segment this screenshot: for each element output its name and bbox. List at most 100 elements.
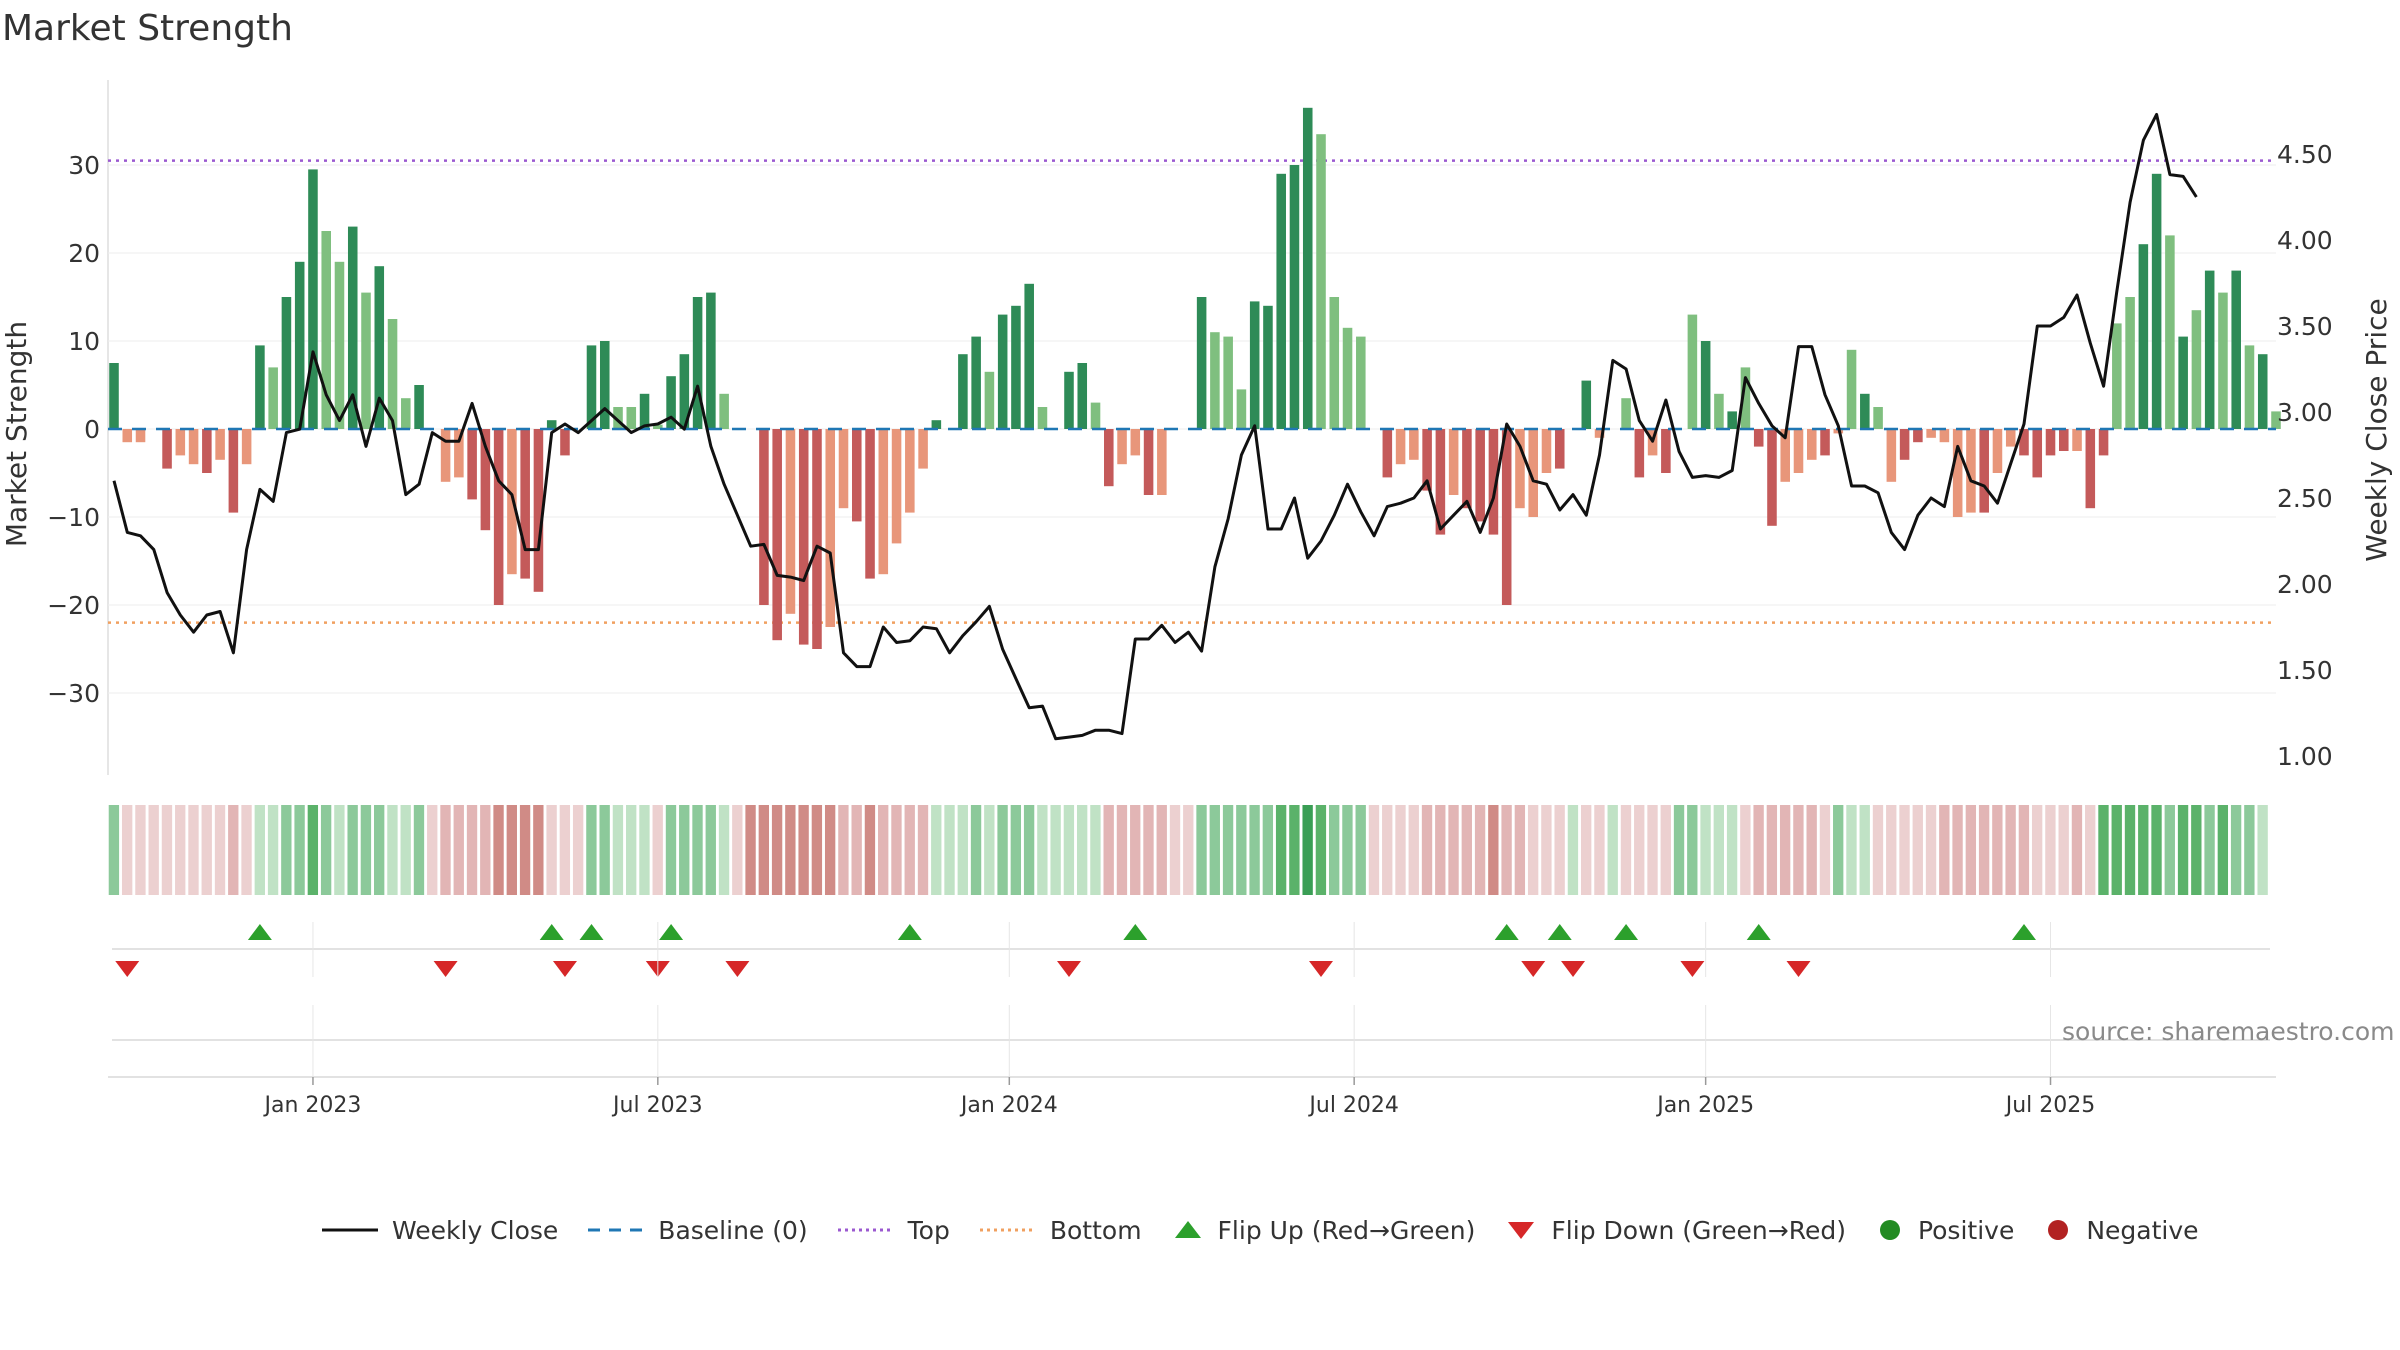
band-cell xyxy=(1554,805,1565,895)
y2-tick-label: 1.00 xyxy=(2277,742,2333,771)
band-cell xyxy=(626,805,637,895)
band-cell xyxy=(108,805,120,895)
band-cell xyxy=(1474,805,1486,895)
strength-bar xyxy=(1462,429,1472,509)
band-cell xyxy=(1090,805,1101,895)
flip-down-marker xyxy=(1680,961,1705,977)
strength-bar xyxy=(984,371,995,429)
strength-bar xyxy=(1820,429,1830,456)
strength-bar xyxy=(918,429,928,469)
strength-bar xyxy=(1024,283,1034,429)
strength-bar xyxy=(2125,297,2135,429)
legend-item-baseline: Baseline (0) xyxy=(586,1216,808,1245)
band-cell xyxy=(1355,805,1366,895)
band-cell xyxy=(1209,805,1220,895)
strength-bar xyxy=(2204,270,2215,429)
band-cell xyxy=(2005,805,2016,895)
flip-up-marker xyxy=(247,924,272,940)
weekly-close-polyline xyxy=(112,112,2198,741)
band-cell xyxy=(1673,805,1685,895)
band-cell xyxy=(1408,805,1419,895)
strength-bar xyxy=(891,429,902,544)
flip-down-marker xyxy=(552,961,577,977)
band-cell xyxy=(771,805,783,895)
strength-bar xyxy=(255,345,265,429)
band-cell xyxy=(1289,805,1300,895)
band-cell xyxy=(1687,805,1698,895)
band-cell xyxy=(1076,805,1088,895)
band-cell xyxy=(705,805,716,895)
band-cell xyxy=(1315,805,1327,895)
triangle-down-icon xyxy=(1508,1222,1535,1239)
band-cell xyxy=(838,805,849,895)
band-cell xyxy=(1660,805,1671,895)
y-tick-label: 10 xyxy=(68,327,100,356)
red-dot-icon xyxy=(2048,1220,2069,1240)
band-cell xyxy=(1010,805,1022,895)
band-cell xyxy=(453,805,464,895)
strength-bar xyxy=(228,429,239,513)
band-cell xyxy=(1541,805,1552,895)
band-cell xyxy=(904,805,915,895)
strength-bar xyxy=(2191,310,2202,429)
strength-bar xyxy=(1740,367,1751,429)
flip-down-marker xyxy=(725,961,750,977)
strength-bar xyxy=(586,345,597,429)
strength-bar xyxy=(1541,429,1552,473)
band-cell xyxy=(281,805,292,895)
band-cell xyxy=(1634,805,1645,895)
band-cell xyxy=(161,805,173,895)
band-cell xyxy=(374,805,385,895)
strength-bar xyxy=(1979,429,1989,513)
strength-bar xyxy=(1223,336,1233,429)
strength-bar xyxy=(546,420,557,429)
x-tick-label: Jan 2023 xyxy=(263,1093,362,1118)
strength-bars xyxy=(108,107,2281,649)
band-cell xyxy=(1819,805,1831,895)
strength-bar xyxy=(2257,354,2268,429)
strength-bar xyxy=(1157,429,1167,495)
strength-bar xyxy=(2005,429,2016,447)
band-cell xyxy=(201,805,212,895)
y-axis-left: Market Strength 30 20 10 0 −10 −20 −30 xyxy=(0,151,100,708)
strength-bar xyxy=(706,292,716,429)
strength-bar xyxy=(1356,336,1366,429)
strength-bar xyxy=(533,429,544,592)
band-cell xyxy=(2257,805,2268,895)
triangle-up-icon xyxy=(1174,1221,1201,1238)
strength-heat-band xyxy=(108,805,2268,895)
strength-bar xyxy=(1448,429,1459,495)
band-cell xyxy=(241,805,252,895)
y2-tick-label: 3.50 xyxy=(2277,312,2333,341)
strength-bar xyxy=(1727,411,1737,429)
band-cell xyxy=(135,805,146,895)
band-cell xyxy=(970,805,982,895)
band-cell xyxy=(387,805,398,895)
strength-bar xyxy=(2032,429,2043,478)
y2-tick-label: 2.00 xyxy=(2277,570,2333,599)
y2-tick-label: 4.50 xyxy=(2277,140,2333,169)
band-cell xyxy=(2111,805,2122,895)
strength-bar xyxy=(241,429,252,465)
strength-bar xyxy=(109,363,119,429)
legend: Weekly Close Baseline (0) Top Bottom Fli… xyxy=(320,1210,2227,1250)
strength-bar xyxy=(2165,235,2175,429)
band-cell xyxy=(466,805,478,895)
band-cell xyxy=(2018,805,2030,895)
strength-bar xyxy=(1289,165,1300,429)
band-cell xyxy=(1713,805,1724,895)
y2-tick-label: 1.50 xyxy=(2277,656,2333,685)
band-cell xyxy=(1169,805,1181,895)
strength-bar xyxy=(1966,429,1976,513)
strength-bar xyxy=(162,429,172,469)
band-cell xyxy=(1700,805,1711,895)
flip-down-marker xyxy=(1786,961,1811,977)
strength-bar xyxy=(785,429,796,614)
legend-line-icon xyxy=(322,1228,378,1232)
strength-bar xyxy=(2112,323,2122,429)
band-cell xyxy=(2031,805,2043,895)
strength-bar xyxy=(1687,314,1698,429)
strength-bar xyxy=(666,376,676,429)
band-cell xyxy=(997,805,1008,895)
strength-bar xyxy=(294,261,305,429)
